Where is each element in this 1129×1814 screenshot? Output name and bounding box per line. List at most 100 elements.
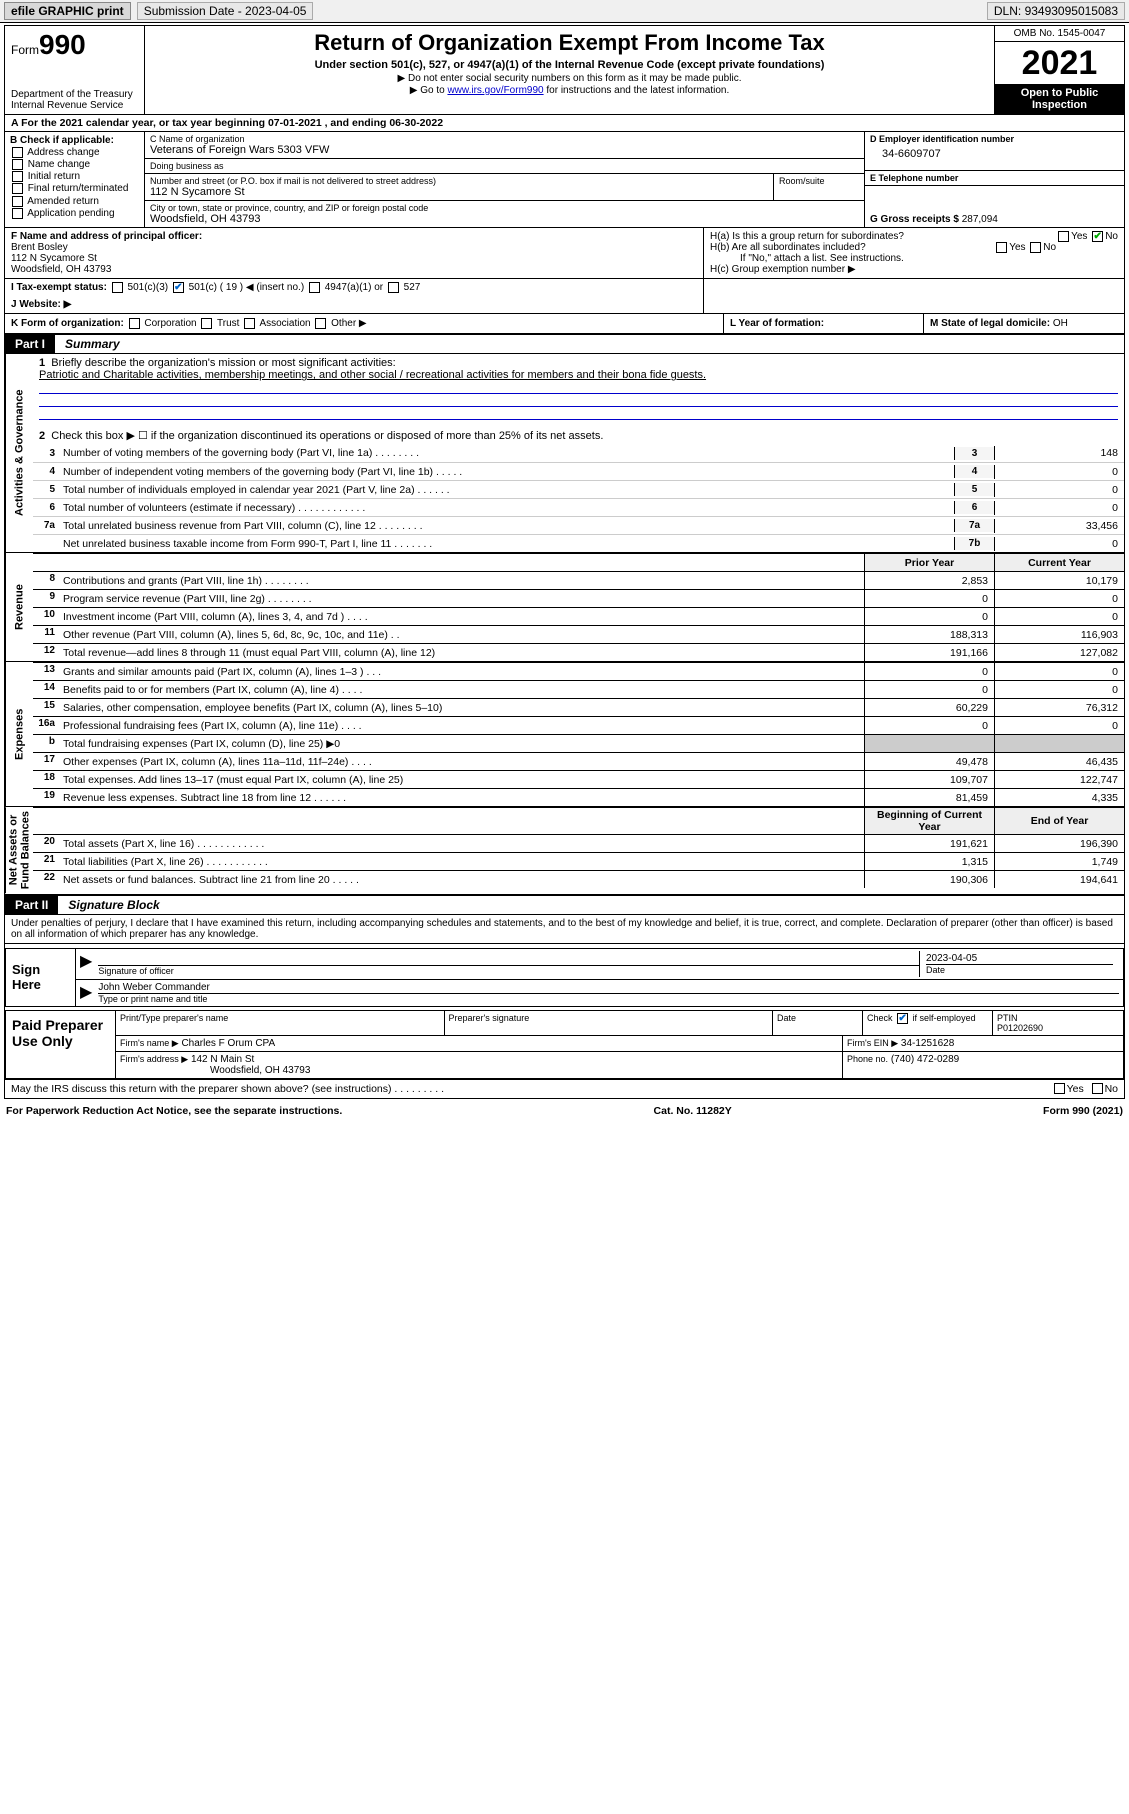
hb-note: If "No," attach a list. See instructions…: [710, 253, 1118, 264]
col-right-deg: D Employer identification number 34-6609…: [864, 132, 1124, 227]
open-inspection: Open to Public Inspection: [995, 84, 1124, 114]
discuss-yes[interactable]: Yes: [1067, 1083, 1084, 1095]
print-name-label: Type or print name and title: [98, 993, 1119, 1004]
open-line1: Open to Public: [997, 87, 1122, 99]
firm-addr-label: Firm's address ▶: [120, 1054, 188, 1064]
discuss-text: May the IRS discuss this return with the…: [11, 1083, 444, 1095]
i-label: I Tax-exempt status:: [11, 282, 107, 293]
sign-here-block: Sign Here ▶ Signature of officer 2023-04…: [5, 948, 1124, 1007]
omb-number: OMB No. 1545-0047: [995, 26, 1124, 42]
tax-year: 2021: [995, 42, 1124, 84]
line2: 2 Check this box ▶ ☐ if the organization…: [33, 427, 1124, 444]
header-right: OMB No. 1545-0047 2021 Open to Public In…: [994, 26, 1124, 114]
part2-title: Signature Block: [58, 895, 1124, 915]
line1-mission: 1 Briefly describe the organization's mi…: [33, 354, 1124, 427]
cat-no: Cat. No. 11282Y: [654, 1105, 732, 1117]
col-c-org-info: C Name of organization Veterans of Forei…: [145, 132, 864, 227]
net-row-20: 20Total assets (Part X, line 16) . . . .…: [33, 834, 1124, 852]
hb-yes[interactable]: Yes: [1009, 242, 1025, 253]
g-gross-label: G Gross receipts $: [870, 214, 959, 225]
efile-print-button[interactable]: efile GRAPHIC print: [4, 2, 131, 20]
firm-phone: (740) 472-0289: [891, 1054, 959, 1065]
exp-row-18: 18Total expenses. Add lines 13–17 (must …: [33, 770, 1124, 788]
cb-amended-return[interactable]: Amended return: [10, 196, 139, 207]
k-other[interactable]: Other ▶: [331, 318, 366, 329]
net-header-row: Beginning of Current Year End of Year: [33, 807, 1124, 834]
k-assoc[interactable]: Association: [259, 318, 310, 329]
ha-yes[interactable]: Yes: [1071, 231, 1087, 242]
eoy-header: End of Year: [994, 808, 1124, 834]
city-label: City or town, state or province, country…: [150, 203, 859, 213]
entity-info-block: B Check if applicable: Address change Na…: [5, 132, 1124, 228]
gov-row-3: 3Number of voting members of the governi…: [33, 444, 1124, 462]
self-employed-checkbox[interactable]: [897, 1013, 908, 1024]
k-trust[interactable]: Trust: [217, 318, 239, 329]
gross-receipts-value: 287,094: [962, 214, 998, 225]
l1-label: Briefly describe the organization's miss…: [51, 357, 395, 369]
gov-row-5: 5Total number of individuals employed in…: [33, 480, 1124, 498]
row-a-tax-year: A For the 2021 calendar year, or tax yea…: [5, 115, 1124, 132]
i-527[interactable]: 527: [404, 282, 421, 293]
i-501c[interactable]: 501(c) ( 19 ) ◀ (insert no.): [189, 282, 305, 293]
ha-no[interactable]: No: [1105, 231, 1118, 242]
dln-field: DLN: 93493095015083: [987, 2, 1125, 20]
row-k-l-m: K Form of organization: Corporation Trus…: [5, 314, 1124, 334]
paid-preparer-block: Paid Preparer Use Only Print/Type prepar…: [5, 1010, 1124, 1079]
addr-label: Number and street (or P.O. box if mail i…: [150, 176, 768, 186]
sub3-pre: ▶ Go to: [410, 85, 448, 96]
part1-title: Summary: [55, 334, 1124, 354]
paid-preparer-label: Paid Preparer Use Only: [6, 1011, 116, 1078]
header-sub1: Under section 501(c), 527, or 4947(a)(1)…: [151, 59, 988, 71]
cb-final-return[interactable]: Final return/terminated: [10, 183, 139, 194]
col-b-checkboxes: B Check if applicable: Address change Na…: [5, 132, 145, 227]
m-state-domicile: M State of legal domicile: OH: [924, 314, 1124, 333]
f-label: F Name and address of principal officer:: [11, 231, 697, 242]
k-corp[interactable]: Corporation: [144, 318, 196, 329]
exp-row-17: 17Other expenses (Part IX, column (A), l…: [33, 752, 1124, 770]
d-ein-label: D Employer identification number: [870, 134, 1119, 144]
firm-ein: 34-1251628: [901, 1038, 954, 1049]
officer-addr2: Woodsfield, OH 43793: [11, 264, 697, 275]
exp-row-14: 14Benefits paid to or for members (Part …: [33, 680, 1124, 698]
org-name: Veterans of Foreign Wars 5303 VFW: [150, 144, 859, 156]
header-sub3: ▶ Go to www.irs.gov/Form990 for instruct…: [151, 85, 988, 96]
irs-link[interactable]: www.irs.gov/Form990: [447, 85, 543, 96]
rev-row-8: 8Contributions and grants (Part VIII, li…: [33, 571, 1124, 589]
summary-expenses: Expenses 13Grants and similar amounts pa…: [5, 662, 1124, 807]
room-label: Room/suite: [779, 176, 859, 186]
hb-label: H(b) Are all subordinates included?: [710, 242, 866, 253]
check-label: Check: [867, 1013, 893, 1023]
sig-date-label: Date: [926, 964, 1113, 975]
dept-treasury: Department of the Treasury: [11, 89, 138, 100]
i-4947[interactable]: 4947(a)(1) or: [325, 282, 383, 293]
c-name-label: C Name of organization: [150, 134, 859, 144]
pt-name-label: Print/Type preparer's name: [120, 1013, 440, 1023]
vlabel-expenses: Expenses: [5, 662, 33, 806]
form-ref: Form 990 (2021): [1043, 1105, 1123, 1117]
hb-no[interactable]: No: [1043, 242, 1056, 253]
topbar: efile GRAPHIC print Submission Date - 20…: [0, 0, 1129, 23]
dba-label: Doing business as: [150, 161, 859, 171]
f-principal-officer: F Name and address of principal officer:…: [5, 228, 704, 278]
exp-row-19: 19Revenue less expenses. Subtract line 1…: [33, 788, 1124, 806]
firm-addr1: 142 N Main St: [191, 1054, 254, 1065]
cb-address-change[interactable]: Address change: [10, 147, 139, 158]
exp-row-15: 15Salaries, other compensation, employee…: [33, 698, 1124, 716]
cb-initial-return[interactable]: Initial return: [10, 171, 139, 182]
firm-phone-label: Phone no.: [847, 1054, 888, 1064]
header-left: Form990 Department of the Treasury Inter…: [5, 26, 145, 114]
sig-officer-label: Signature of officer: [98, 965, 919, 976]
firm-name: Charles F Orum CPA: [181, 1038, 275, 1049]
b-title: B Check if applicable:: [10, 135, 139, 146]
i-501c3[interactable]: 501(c)(3): [128, 282, 169, 293]
cb-application-pending[interactable]: Application pending: [10, 208, 139, 219]
exp-row-13: 13Grants and similar amounts paid (Part …: [33, 662, 1124, 680]
row-f-h: F Name and address of principal officer:…: [5, 228, 1124, 279]
form-990-container: Form990 Department of the Treasury Inter…: [4, 25, 1125, 1099]
discuss-no[interactable]: No: [1105, 1083, 1118, 1095]
bcy-header: Beginning of Current Year: [864, 808, 994, 834]
rev-row-11: 11Other revenue (Part VIII, column (A), …: [33, 625, 1124, 643]
page-footer: For Paperwork Reduction Act Notice, see …: [0, 1101, 1129, 1121]
cb-name-change[interactable]: Name change: [10, 159, 139, 170]
l-year-formation: L Year of formation:: [724, 314, 924, 333]
